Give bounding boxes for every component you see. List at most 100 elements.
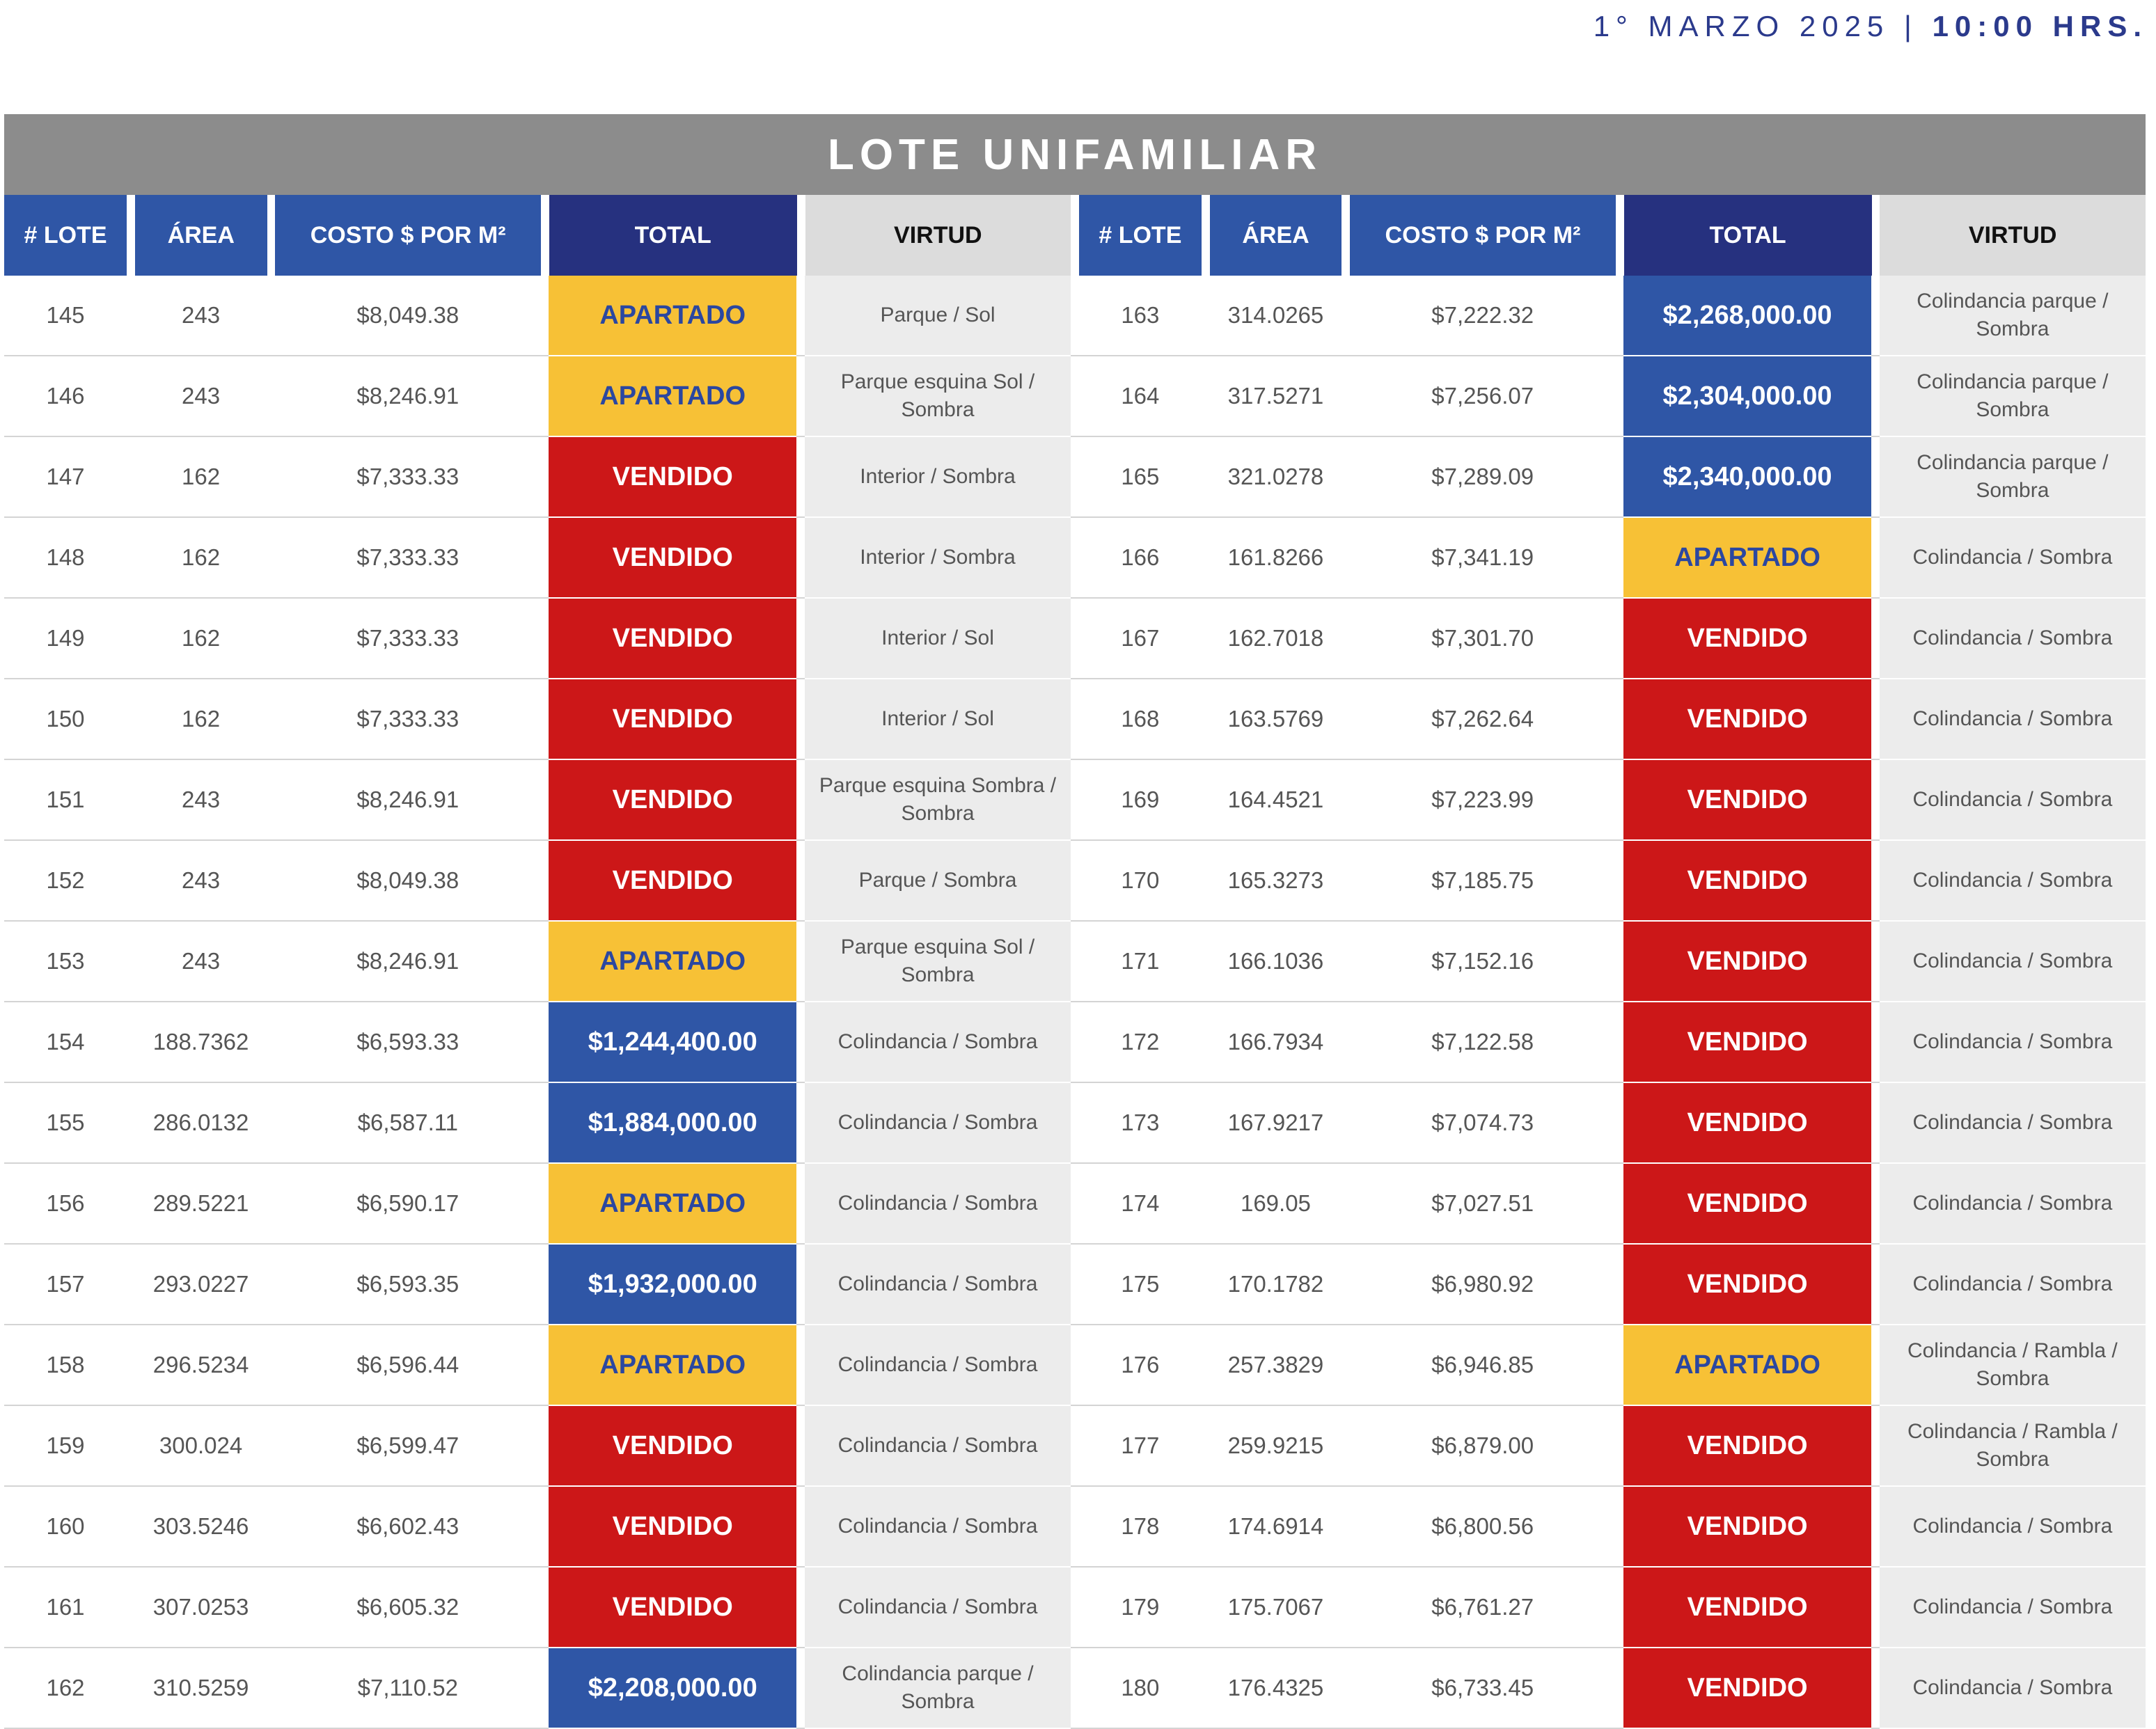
column-gap xyxy=(1341,1406,1351,1487)
column-gap xyxy=(1341,1002,1351,1083)
column-gap xyxy=(540,195,549,276)
total-price: $2,304,000.00 xyxy=(1623,356,1872,437)
column-gap xyxy=(1341,195,1351,276)
lote-cell: 171 xyxy=(1078,922,1202,1002)
status-badge-apartado: APARTADO xyxy=(1623,518,1872,599)
costo-cell: $7,122.58 xyxy=(1350,1002,1616,1083)
column-gap xyxy=(127,1083,135,1164)
status-badge-vendido: VENDIDO xyxy=(1623,599,1872,679)
costo-cell: $6,599.47 xyxy=(275,1406,541,1487)
column-gap xyxy=(1615,841,1624,922)
column-gap xyxy=(1615,1083,1624,1164)
column-gap xyxy=(1071,195,1079,276)
costo-cell: $7,185.75 xyxy=(1350,841,1616,922)
lote-cell: 179 xyxy=(1078,1568,1202,1648)
virtud-cell: Colindancia parque / Sombra xyxy=(1879,437,2146,518)
column-gap xyxy=(1341,1164,1351,1245)
status-badge-vendido: VENDIDO xyxy=(549,437,797,518)
table-row: 155 286.0132 $6,587.11 $1,884,000.00 Colinda… xyxy=(4,1083,2146,1164)
column-gap xyxy=(1871,276,1880,356)
area-cell: 163.5769 xyxy=(1209,679,1342,760)
costo-cell: $6,605.32 xyxy=(275,1568,541,1648)
column-gap xyxy=(796,841,805,922)
area-cell: 188.7362 xyxy=(134,1002,267,1083)
column-gap xyxy=(796,356,805,437)
column-gap xyxy=(1871,599,1880,679)
column-gap xyxy=(1341,841,1351,922)
column-gap xyxy=(127,1648,135,1729)
area-cell: 162 xyxy=(134,599,267,679)
column-gap xyxy=(796,679,805,760)
column-gap xyxy=(267,922,276,1002)
column-gap xyxy=(540,1083,549,1164)
status-badge-vendido: VENDIDO xyxy=(1623,1648,1872,1729)
column-gap xyxy=(127,276,135,356)
column-gap xyxy=(796,1325,805,1406)
status-badge-apartado: APARTADO xyxy=(549,1325,797,1406)
column-gap xyxy=(1615,195,1624,276)
column-gap xyxy=(1871,760,1880,841)
column-gap xyxy=(1341,1648,1351,1729)
costo-cell: $7,333.33 xyxy=(275,599,541,679)
column-gap xyxy=(267,356,276,437)
column-gap xyxy=(540,841,549,922)
header-lote: # LOTE xyxy=(4,195,127,276)
costo-cell: $7,256.07 xyxy=(1350,356,1616,437)
area-cell: 289.5221 xyxy=(134,1164,267,1245)
virtud-cell: Parque esquina Sol / Sombra xyxy=(804,922,1071,1002)
column-gap xyxy=(267,1083,276,1164)
column-gap xyxy=(1341,276,1351,356)
costo-cell: $8,246.91 xyxy=(275,922,541,1002)
virtud-cell: Colindancia / Sombra xyxy=(1879,599,2146,679)
column-gap xyxy=(1341,1083,1351,1164)
column-gap xyxy=(1341,356,1351,437)
column-gap xyxy=(1201,1406,1210,1487)
virtud-cell: Colindancia / Sombra xyxy=(804,1406,1071,1487)
table-row: 152 243 $8,049.38 VENDIDO Parque / Sombra 170… xyxy=(4,841,2146,922)
column-gap xyxy=(1615,1648,1624,1729)
column-gap xyxy=(1615,1164,1624,1245)
lote-cell: 161 xyxy=(4,1568,127,1648)
column-gap xyxy=(540,276,549,356)
costo-cell: $6,596.44 xyxy=(275,1325,541,1406)
table-row: 149 162 $7,333.33 VENDIDO Interior / Sol 167 1… xyxy=(4,599,2146,679)
virtud-cell: Colindancia / Sombra xyxy=(1879,1164,2146,1245)
area-cell: 170.1782 xyxy=(1209,1245,1342,1325)
column-gap xyxy=(127,1487,135,1568)
column-gap xyxy=(796,599,805,679)
column-gap xyxy=(127,760,135,841)
column-gap xyxy=(540,1406,549,1487)
lote-cell: 176 xyxy=(1078,1325,1202,1406)
virtud-cell: Colindancia / Sombra xyxy=(1879,1487,2146,1568)
column-gap xyxy=(540,437,549,518)
costo-cell: $6,879.00 xyxy=(1350,1406,1616,1487)
table-row: 153 243 $8,246.91 APARTADO Parque esquina So… xyxy=(4,922,2146,1002)
report-date: 1° MARZO 2025 | 10:00 HRS. xyxy=(1594,10,2148,43)
column-gap xyxy=(127,356,135,437)
area-cell: 166.7934 xyxy=(1209,1002,1342,1083)
status-badge-vendido: VENDIDO xyxy=(1623,1002,1872,1083)
costo-cell: $7,289.09 xyxy=(1350,437,1616,518)
costo-cell: $7,341.19 xyxy=(1350,518,1616,599)
column-gap xyxy=(1201,518,1210,599)
column-gap xyxy=(1201,1487,1210,1568)
column-gap xyxy=(1615,1406,1624,1487)
column-gap xyxy=(1201,679,1210,760)
costo-cell: $7,333.33 xyxy=(275,437,541,518)
column-gap xyxy=(1341,1568,1351,1648)
column-gap xyxy=(796,760,805,841)
lote-cell: 158 xyxy=(4,1325,127,1406)
column-gap xyxy=(540,1568,549,1648)
column-gap xyxy=(1615,1245,1624,1325)
column-gap xyxy=(1071,518,1079,599)
costo-cell: $8,049.38 xyxy=(275,276,541,356)
column-gap xyxy=(540,356,549,437)
status-badge-vendido: VENDIDO xyxy=(1623,760,1872,841)
costo-cell: $7,333.33 xyxy=(275,679,541,760)
lote-cell: 174 xyxy=(1078,1164,1202,1245)
column-gap xyxy=(1615,518,1624,599)
costo-cell: $6,593.33 xyxy=(275,1002,541,1083)
costo-cell: $6,946.85 xyxy=(1350,1325,1616,1406)
area-cell: 321.0278 xyxy=(1209,437,1342,518)
status-badge-apartado: APARTADO xyxy=(549,276,797,356)
